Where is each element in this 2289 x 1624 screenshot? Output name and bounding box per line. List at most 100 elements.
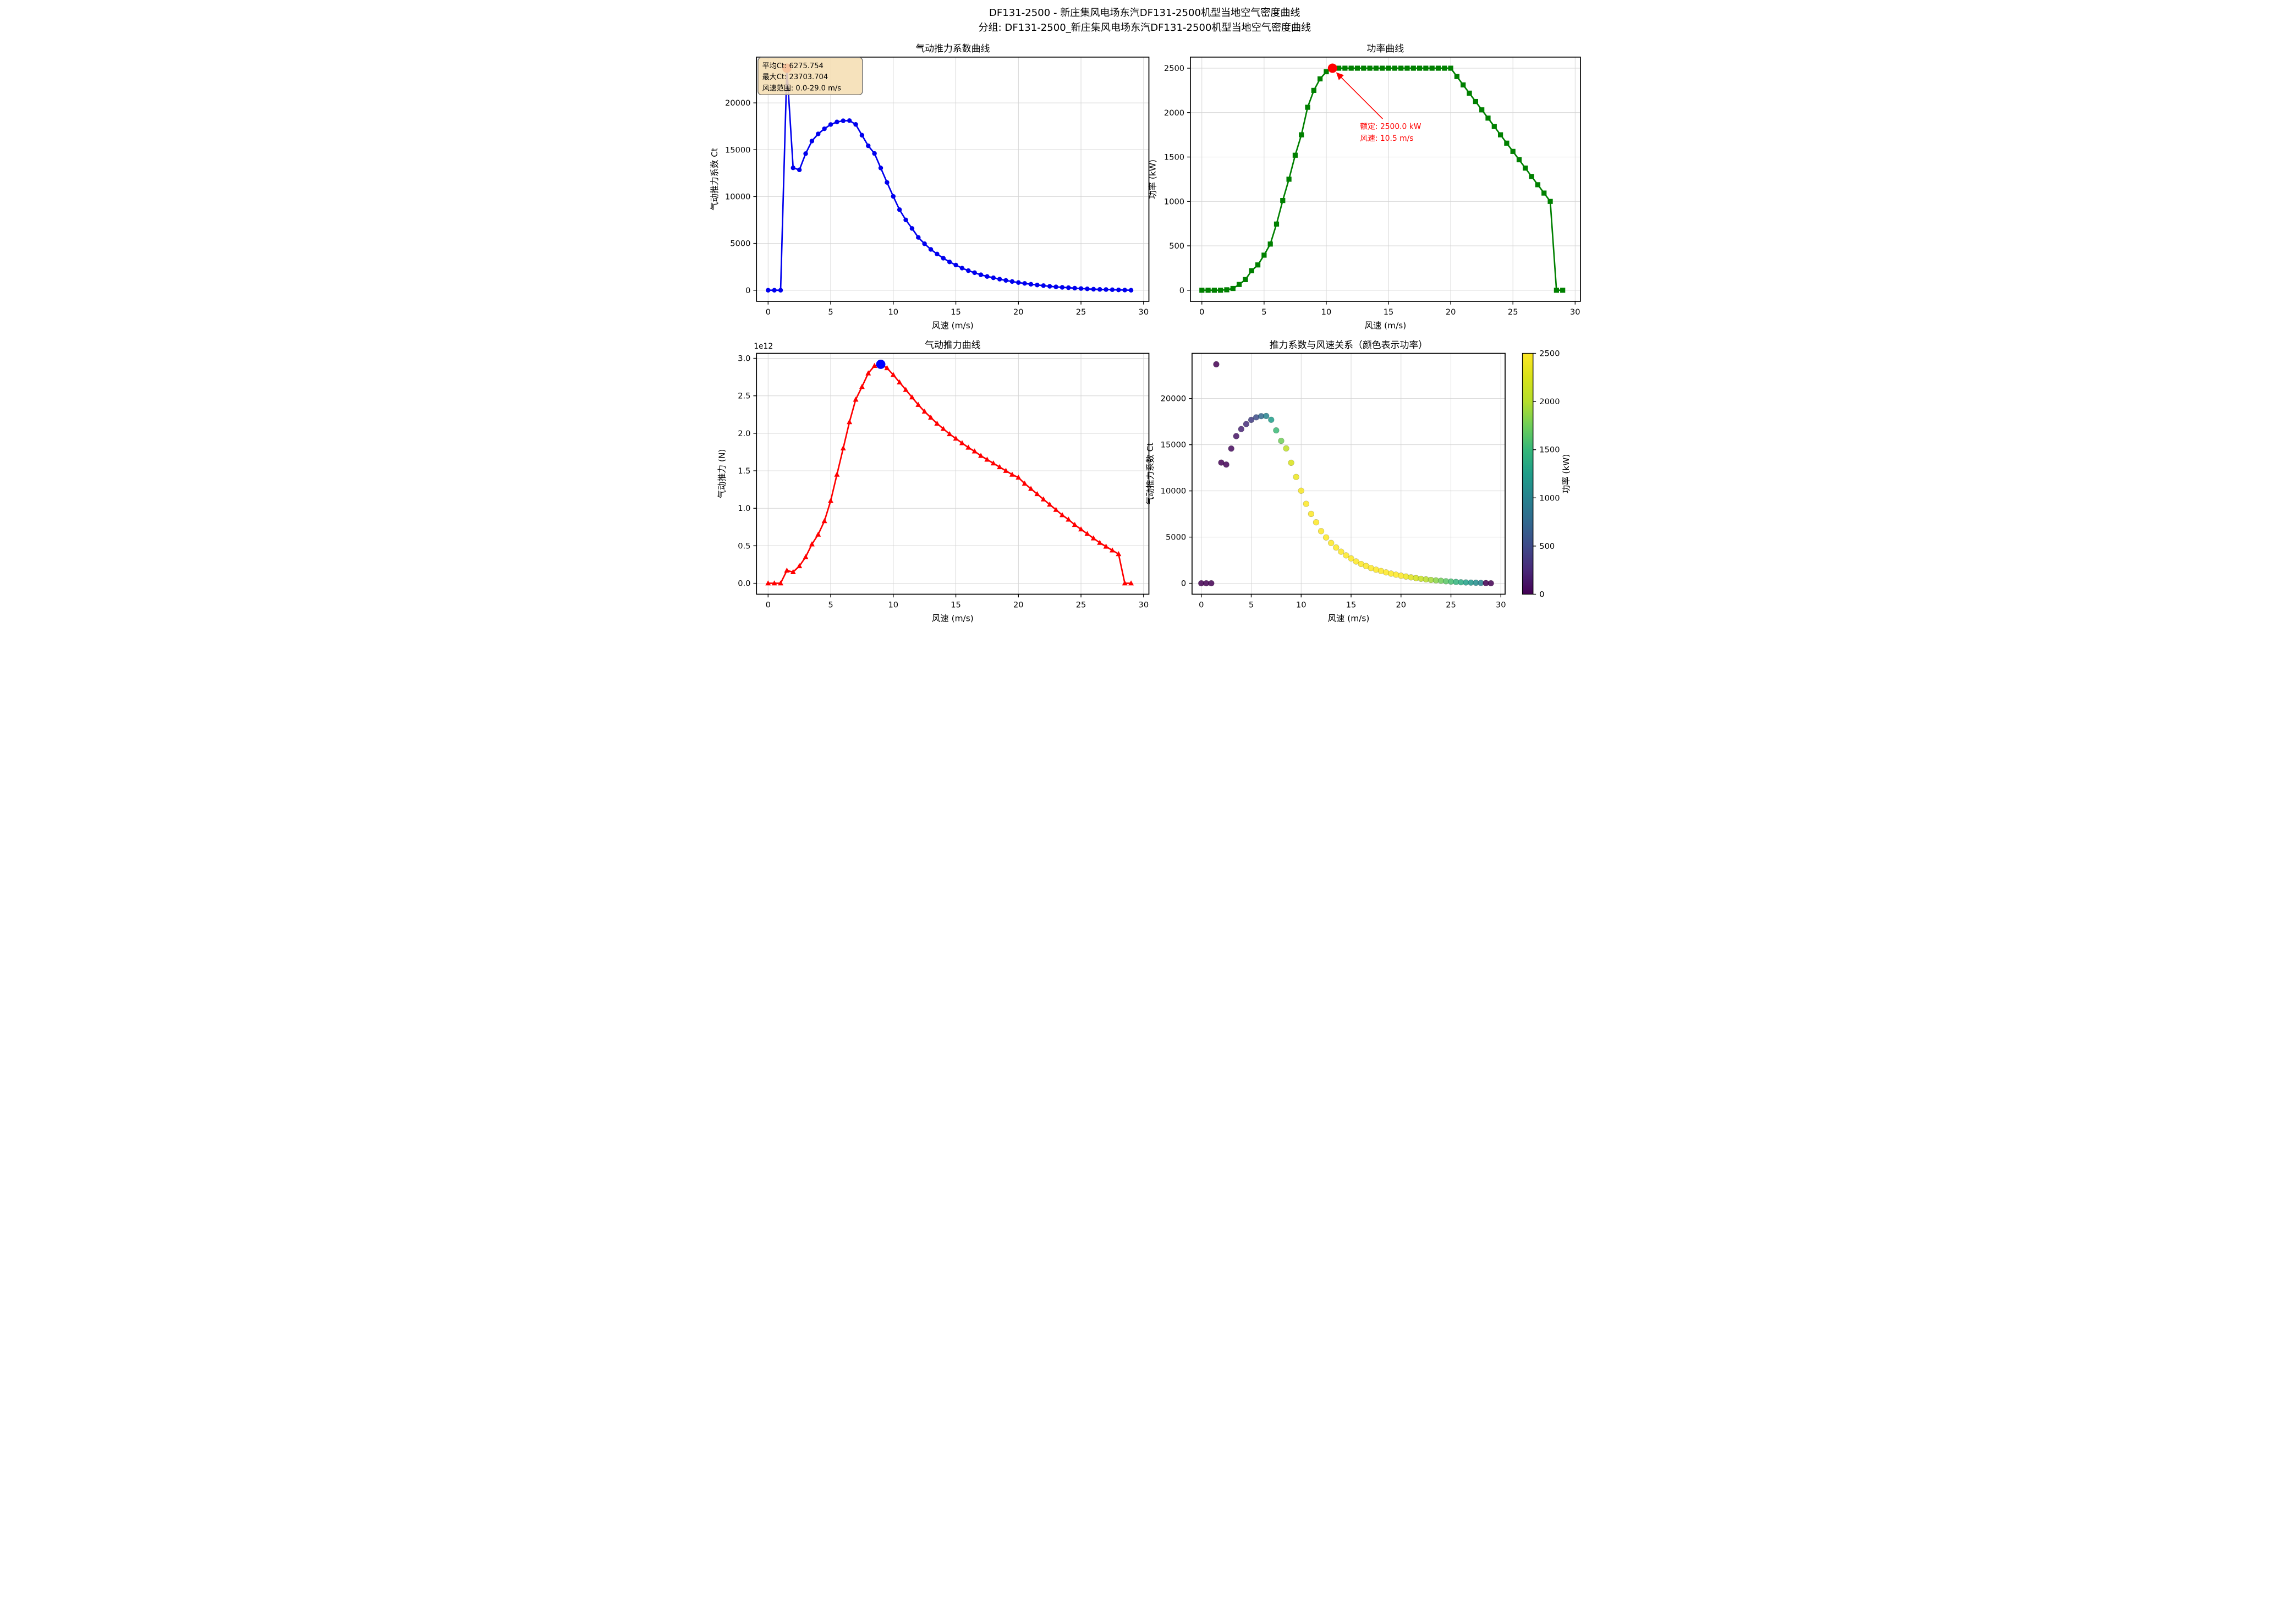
data-point <box>1503 140 1509 146</box>
data-point <box>840 445 846 450</box>
data-point <box>834 119 839 125</box>
tick-label: 1500 <box>1163 153 1184 162</box>
data-point <box>1255 262 1260 268</box>
figure-subtitle: 分组: DF131-2500_新庄集风电场东汽DF131-2500机型当地空气密… <box>978 22 1311 34</box>
data-point <box>797 167 802 173</box>
data-point <box>1267 241 1273 247</box>
data-point <box>1277 437 1285 444</box>
data-point <box>1497 132 1503 137</box>
tick-label: 25 <box>1446 601 1456 610</box>
data-point <box>1304 104 1310 110</box>
data-point <box>847 118 852 123</box>
data-point <box>853 122 858 127</box>
tick-label: 0 <box>1199 601 1204 610</box>
colorbar-tick-label: 2000 <box>1539 397 1560 406</box>
data-point <box>1487 580 1494 587</box>
tick-label: 10000 <box>724 192 750 201</box>
annotation-text: 额定: 2500.0 kW <box>1360 123 1421 131</box>
tick-label: 0.0 <box>738 579 750 588</box>
axis-spine <box>1189 56 1581 302</box>
data-point <box>1267 416 1274 423</box>
axis-spine <box>1191 353 1506 595</box>
data-point <box>1040 496 1046 502</box>
data-point <box>821 126 827 131</box>
tick-label: 10000 <box>1160 487 1185 496</box>
tick-label: 5 <box>1248 601 1253 610</box>
data-point <box>1466 90 1472 96</box>
y-axis-label: 气动推力系数 Ct <box>1145 443 1155 505</box>
peak-marker <box>876 359 885 369</box>
tick-label: 0 <box>765 307 770 317</box>
data-point <box>1248 416 1254 423</box>
data-point <box>1298 487 1304 494</box>
data-point <box>1280 198 1285 203</box>
tick-label: 5000 <box>730 239 750 249</box>
data-point <box>783 568 789 573</box>
tick-label: 2.5 <box>738 392 750 401</box>
annotation-box-bg <box>757 57 863 95</box>
data-point <box>765 580 771 586</box>
data-point <box>1547 199 1553 204</box>
data-point <box>1059 512 1065 518</box>
data-point <box>1379 65 1385 71</box>
data-point <box>997 277 1002 282</box>
data-point <box>1352 558 1359 565</box>
data-point <box>1354 65 1360 71</box>
data-point <box>927 414 934 420</box>
tick-label: 2.0 <box>738 429 750 438</box>
data-point <box>909 394 915 400</box>
data-point <box>965 268 971 273</box>
data-point <box>1009 471 1015 477</box>
tick-label: 25 <box>1507 307 1518 317</box>
data-point <box>1282 445 1289 452</box>
data-point <box>803 554 809 559</box>
data-point <box>771 580 777 586</box>
data-point <box>1342 552 1349 559</box>
data-point <box>1096 540 1102 545</box>
data-point <box>1398 65 1403 71</box>
colorbar-tick-label: 2500 <box>1539 349 1560 359</box>
annotation-arrow-line <box>1340 76 1383 119</box>
data-point <box>1084 531 1090 536</box>
data-point <box>1332 544 1339 551</box>
x-axis-label: 风速 (m/s) <box>1327 614 1369 624</box>
data-point <box>1228 445 1234 452</box>
data-point <box>1360 65 1366 71</box>
axis-spine <box>755 353 1149 595</box>
data-point <box>1053 284 1058 289</box>
tick-label: 25 <box>1075 307 1086 317</box>
data-point <box>971 448 978 454</box>
colorbar-tick-label: 0 <box>1539 590 1544 599</box>
data-point <box>1392 65 1397 71</box>
data-point <box>1336 65 1341 71</box>
tick-label: 10 <box>888 601 898 610</box>
data-point <box>1072 521 1078 527</box>
panel-ct-coefficient-curve: 0 5 10 15 20 25 30 0 5000 10000 15000 20000 气动推力系数曲线… <box>710 43 1149 331</box>
data-point <box>1090 535 1096 541</box>
data-point <box>1103 543 1109 549</box>
colorbar-bar <box>1522 353 1533 595</box>
data-markers <box>1199 65 1565 293</box>
data-point <box>1311 87 1316 93</box>
data-point <box>1053 507 1059 512</box>
data-point <box>791 165 795 170</box>
data-point <box>946 431 952 437</box>
panel-title: 推力系数与风速关系（颜色表示功率） <box>1269 339 1427 350</box>
annotation-text: 最大Ct: 23703.704 <box>762 73 828 81</box>
annotation-arrow-head <box>1336 72 1344 80</box>
data-point <box>1404 65 1410 71</box>
data-point <box>1337 548 1344 555</box>
data-point <box>984 456 990 462</box>
data-line <box>767 67 1131 291</box>
tick-label: 0 <box>1179 286 1184 295</box>
data-point <box>1084 287 1090 291</box>
data-point <box>1078 526 1084 532</box>
tick-label: 500 <box>1169 241 1184 251</box>
tick-label: 5000 <box>1165 533 1185 542</box>
data-point <box>778 288 783 293</box>
data-point <box>971 270 977 276</box>
tick-label: 20000 <box>1160 394 1185 404</box>
data-point <box>915 401 921 407</box>
scatter-points <box>1198 361 1494 587</box>
data-point <box>1205 288 1211 293</box>
